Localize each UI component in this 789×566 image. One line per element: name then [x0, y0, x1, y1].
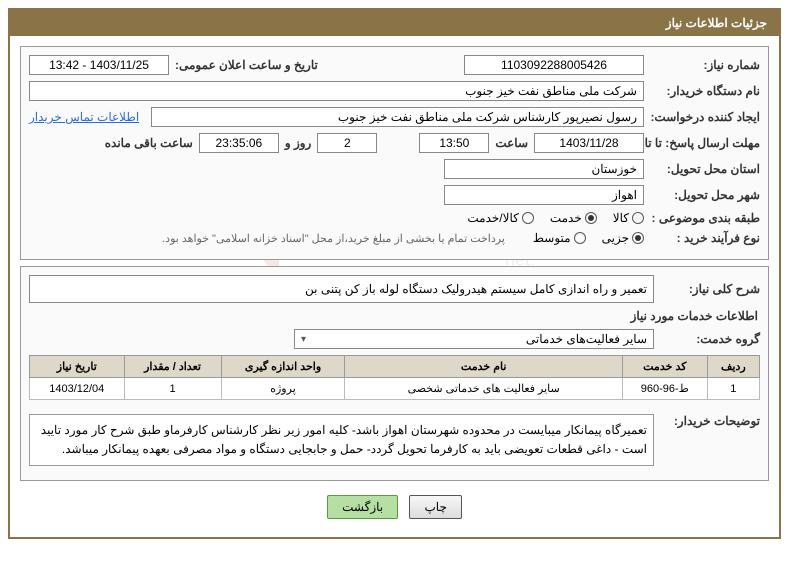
row-summary: شرح کلی نیاز: تعمیر و راه اندازی کامل سی… — [29, 275, 760, 303]
radio-goods[interactable]: کالا — [613, 211, 644, 225]
time-label: ساعت — [495, 136, 528, 150]
need-number-label: شماره نیاز: — [650, 58, 760, 72]
th-unit: واحد اندازه گیری — [221, 356, 345, 378]
row-requester: ایجاد کننده درخواست: رسول نصیرپور کارشنا… — [29, 107, 760, 127]
buyer-org-value: شرکت ملی مناطق نفت خیز جنوب — [29, 81, 644, 101]
remain-label: ساعت باقی مانده — [105, 136, 193, 150]
table-row: 1 ط-96-960 سایر فعالیت های خدماتی شخصی پ… — [30, 378, 760, 400]
summary-value: تعمیر و راه اندازی کامل سیستم هیدرولیک د… — [29, 275, 654, 303]
back-button[interactable]: بازگشت — [327, 495, 398, 519]
row-buyer-org: نام دستگاه خریدار: شرکت ملی مناطق نفت خی… — [29, 81, 760, 101]
th-code: کد خدمت — [622, 356, 707, 378]
summary-label: شرح کلی نیاز: — [660, 282, 760, 296]
remain-time: 23:35:06 — [199, 133, 279, 153]
radio-goods-service[interactable]: کالا/خدمت — [467, 211, 533, 225]
requester-value: رسول نصیرپور کارشناس شرکت ملی مناطق نفت … — [151, 107, 644, 127]
table-header-row: ردیف کد خدمت نام خدمت واحد اندازه گیری ت… — [30, 356, 760, 378]
panel-title: جزئیات اطلاعات نیاز — [10, 10, 779, 36]
chevron-down-icon: ▾ — [301, 334, 306, 345]
need-section: شرح کلی نیاز: تعمیر و راه اندازی کامل سی… — [20, 266, 769, 481]
need-number-value: 1103092288005426 — [464, 55, 644, 75]
row-city: شهر محل تحویل: اهواز — [29, 185, 760, 205]
radio-icon — [574, 232, 586, 244]
days-value: 2 — [317, 133, 377, 153]
row-category: طبقه بندی موضوعی : کالا خدمت کالا/خدمت — [29, 211, 760, 225]
buyer-org-label: نام دستگاه خریدار: — [650, 84, 760, 98]
cell-date: 1403/12/04 — [30, 378, 125, 400]
services-table: ردیف کد خدمت نام خدمت واحد اندازه گیری ت… — [29, 355, 760, 400]
cell-name: سایر فعالیت های خدماتی شخصی — [345, 378, 622, 400]
city-label: شهر محل تحویل: — [650, 188, 760, 202]
service-group-label: گروه خدمت: — [660, 332, 760, 346]
cell-code: ط-96-960 — [622, 378, 707, 400]
print-button[interactable]: چاپ — [409, 495, 461, 519]
row-notes: توضیحات خریدار: تعمیرگاه پیمانکار میبایس… — [29, 408, 760, 466]
radio-service[interactable]: خدمت — [550, 211, 597, 225]
radio-medium-label: متوسط — [533, 231, 571, 245]
row-service-group: گروه خدمت: سایر فعالیت‌های خدماتی ▾ — [29, 329, 760, 349]
payment-note: پرداخت تمام یا بخشی از مبلغ خرید،از محل … — [162, 232, 505, 245]
radio-icon — [522, 212, 534, 224]
city-value: اهواز — [444, 185, 644, 205]
radio-medium[interactable]: متوسط — [533, 231, 586, 245]
deadline-date: 1403/11/28 — [534, 133, 644, 153]
radio-icon — [632, 232, 644, 244]
services-title: اطلاعات خدمات مورد نیاز — [31, 309, 758, 323]
deadline-label: مهلت ارسال پاسخ: تا تاریخ: — [650, 136, 760, 150]
announce-label: تاریخ و ساعت اعلان عمومی: — [175, 58, 318, 72]
row-need-number: شماره نیاز: 1103092288005426 تاریخ و ساع… — [29, 55, 760, 75]
row-deadline: مهلت ارسال پاسخ: تا تاریخ: 1403/11/28 سا… — [29, 133, 760, 153]
category-radio-group: کالا خدمت کالا/خدمت — [467, 211, 644, 225]
row-purchase-type: نوع فرآیند خرید : جزیی متوسط پرداخت تمام… — [29, 231, 760, 245]
province-label: استان محل تحویل: — [650, 162, 760, 176]
notes-box: تعمیرگاه پیمانکار میبایست در محدوده شهرس… — [29, 414, 654, 466]
notes-label: توضیحات خریدار: — [660, 408, 760, 428]
announce-value: 1403/11/25 - 13:42 — [29, 55, 169, 75]
radio-service-label: خدمت — [550, 211, 582, 225]
province-value: خوزستان — [444, 159, 644, 179]
radio-icon — [632, 212, 644, 224]
th-row: ردیف — [707, 356, 759, 378]
radio-goods-service-label: کالا/خدمت — [467, 211, 518, 225]
content-area: AriaTender .net شماره نیاز: 110309228800… — [10, 36, 779, 537]
info-section: شماره نیاز: 1103092288005426 تاریخ و ساع… — [20, 46, 769, 260]
th-date: تاریخ نیاز — [30, 356, 125, 378]
th-qty: تعداد / مقدار — [124, 356, 221, 378]
row-province: استان محل تحویل: خوزستان — [29, 159, 760, 179]
radio-icon — [585, 212, 597, 224]
purchase-type-radio-group: جزیی متوسط — [533, 231, 644, 245]
button-bar: چاپ بازگشت — [20, 487, 769, 527]
main-panel: جزئیات اطلاعات نیاز AriaTender .net شمار… — [8, 8, 781, 539]
cell-unit: پروژه — [221, 378, 345, 400]
radio-goods-label: کالا — [613, 211, 629, 225]
contact-link[interactable]: اطلاعات تماس خریدار — [29, 110, 145, 124]
service-group-select[interactable]: سایر فعالیت‌های خدماتی ▾ — [294, 329, 654, 349]
radio-minor[interactable]: جزیی — [602, 231, 644, 245]
radio-minor-label: جزیی — [602, 231, 629, 245]
category-label: طبقه بندی موضوعی : — [650, 211, 760, 225]
cell-row: 1 — [707, 378, 759, 400]
cell-qty: 1 — [124, 378, 221, 400]
requester-label: ایجاد کننده درخواست: — [650, 110, 760, 124]
deadline-time: 13:50 — [419, 133, 489, 153]
purchase-type-label: نوع فرآیند خرید : — [650, 231, 760, 245]
service-group-value: سایر فعالیت‌های خدماتی — [526, 332, 647, 346]
days-and-label: روز و — [285, 136, 312, 150]
th-name: نام خدمت — [345, 356, 622, 378]
